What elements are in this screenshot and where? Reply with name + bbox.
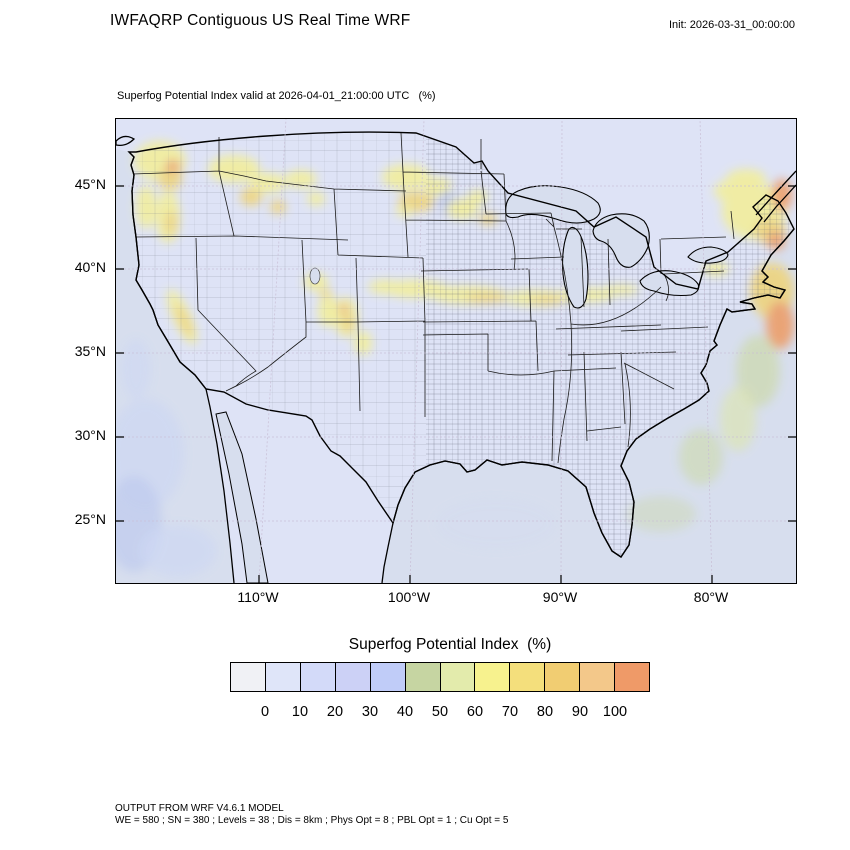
colorbar-cell <box>300 663 336 691</box>
lon-tick-label: 90°W <box>542 589 578 605</box>
colorbar-tick-label: 20 <box>326 704 344 720</box>
colorbar-cell <box>265 663 301 691</box>
colorbar-tick-label: 30 <box>361 704 379 720</box>
colorbar-cell <box>335 663 371 691</box>
init-time-label: Init: 2026-03-31_00:00:00 <box>669 19 795 31</box>
lat-tick-label: 40°N <box>74 259 106 275</box>
great-salt-lake <box>309 267 321 285</box>
axis-ticks <box>116 185 796 583</box>
colorbar-title: Superfog Potential Index (%) <box>348 636 552 653</box>
colorbar-tick-label: 100 <box>602 704 628 720</box>
colorbar-tick-label: 80 <box>536 704 554 720</box>
colorbar-cell <box>615 663 650 691</box>
gulf-of-california <box>215 411 269 583</box>
page-title: IWFAQRP Contiguous US Real Time WRF <box>110 12 411 29</box>
lon-tick-label: 110°W <box>237 589 279 605</box>
lat-tick-label: 25°N <box>74 511 106 527</box>
state-borders <box>132 132 735 464</box>
colorbar-tick-label: 60 <box>466 704 484 720</box>
colorbar-cell <box>370 663 406 691</box>
footer-line2: WE = 580 ; SN = 380 ; Levels = 38 ; Dis … <box>115 815 509 826</box>
lat-tick-label: 30°N <box>74 427 106 443</box>
model-footer: OUTPUT FROM WRF V4.6.1 MODEL WE = 580 ; … <box>115 803 508 827</box>
valid-time-subtitle: Superfog Potential Index valid at 2026-0… <box>117 90 436 102</box>
colorbar-cell <box>405 663 441 691</box>
colorbar-tick-label: 70 <box>501 704 519 720</box>
us-superfog-map <box>116 119 796 583</box>
colorbar-tick-label: 50 <box>431 704 449 720</box>
colorbar-tick-label: 40 <box>396 704 414 720</box>
lon-tick-label: 80°W <box>693 589 729 605</box>
lat-tick-label: 35°N <box>74 343 106 359</box>
colorbar-cell <box>545 663 581 691</box>
colorbar-tick-label: 10 <box>291 704 309 720</box>
lon-tick-label: 100°W <box>387 589 431 605</box>
lat-tick-label: 45°N <box>74 176 106 192</box>
colorbar-cell <box>580 663 616 691</box>
map-canvas <box>115 118 797 584</box>
colorbar-cell <box>440 663 476 691</box>
colorbar-cell <box>510 663 546 691</box>
graticule <box>116 119 796 583</box>
footer-line1: OUTPUT FROM WRF V4.6.1 MODEL <box>115 803 284 814</box>
colorbar-tick-label: 90 <box>571 704 589 720</box>
colorbar-tick-label: 0 <box>260 704 270 720</box>
colorbar <box>230 662 650 692</box>
colorbar-cell <box>231 663 266 691</box>
colorbar-cell <box>475 663 511 691</box>
